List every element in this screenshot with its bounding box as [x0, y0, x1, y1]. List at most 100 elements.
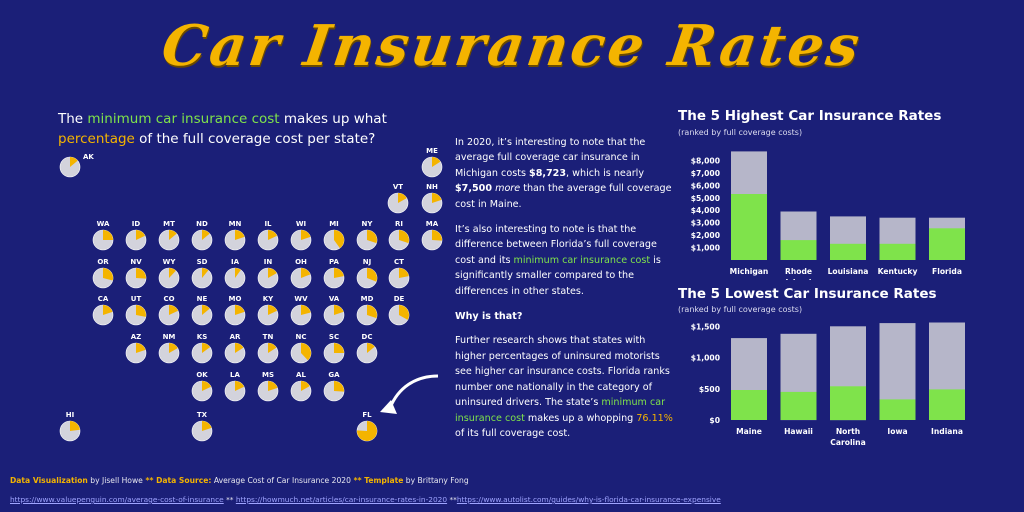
- pie-slice-min-cost: [136, 305, 146, 317]
- bar-min-coverage: [879, 243, 916, 260]
- bar-min-coverage: [830, 386, 866, 421]
- pie-slice-min-cost: [399, 230, 409, 244]
- source-link-autolist[interactable]: https://www.autolist.com/guides/why-is-f…: [456, 495, 721, 504]
- pie-slice-min-cost: [268, 381, 278, 391]
- state-label: VA: [329, 295, 340, 303]
- pie-slice-min-cost: [334, 381, 344, 392]
- state-pie-vt: VT: [387, 183, 409, 214]
- state-pie-or: OR: [92, 258, 114, 289]
- state-pie-al: AL: [290, 371, 312, 402]
- x-category-label: North: [836, 427, 860, 436]
- low-chart-title: The 5 Lowest Car Insurance Rates: [678, 286, 937, 302]
- state-label: MD: [361, 295, 374, 303]
- state-label: ND: [196, 220, 208, 228]
- state-label: GA: [328, 371, 340, 379]
- pie-slice-min-cost: [432, 157, 441, 167]
- pie-slice-min-cost: [268, 230, 278, 240]
- question-highlight-percentage: percentage: [58, 131, 135, 147]
- highest-rates-bar-chart: $8,000 $7,000 $6,000 $5,000 $4,000 $3,000 $2,0…: [691, 151, 965, 280]
- pie-slice-min-cost: [432, 230, 442, 241]
- state-label: MA: [426, 220, 439, 228]
- pie-slice-min-cost: [235, 381, 245, 391]
- state-pie-ny: NY: [356, 220, 378, 251]
- state-pie-ca: CA: [92, 295, 114, 326]
- florida-arrow-icon: [380, 374, 439, 414]
- state-pie-ri: RI: [388, 220, 410, 251]
- x-category-label: Indiana: [931, 427, 963, 436]
- pie-slice-min-cost: [202, 381, 212, 391]
- x-category-label: Louisiana: [828, 267, 869, 276]
- state-pie-ut: UT: [125, 295, 147, 326]
- state-label: KY: [263, 295, 274, 303]
- bar-min-coverage: [929, 389, 965, 420]
- map-question: The minimum car insurance cost makes up …: [58, 109, 448, 149]
- pie-slice-min-cost: [202, 268, 209, 278]
- pie-slice-min-cost: [367, 268, 378, 282]
- state-pie-nh: NH: [421, 183, 443, 214]
- pie-slice-min-cost: [357, 421, 378, 442]
- state-pie-nd: ND: [191, 220, 213, 251]
- state-pie-mt: MT: [158, 220, 180, 251]
- y-tick-label: $5,000: [691, 194, 720, 203]
- bar-min-coverage: [830, 243, 866, 260]
- pie-slice-min-cost: [103, 268, 114, 281]
- state-label: DE: [394, 295, 405, 303]
- state-label: HI: [66, 411, 74, 419]
- story-text: In 2020, it’s interesting to note that t…: [455, 135, 677, 451]
- state-label: IN: [264, 258, 273, 266]
- pie-slice-min-cost: [334, 343, 344, 353]
- pie-slice-min-cost: [169, 268, 176, 278]
- x-category-label: Michigan: [730, 267, 769, 276]
- pie-slice-min-cost: [70, 157, 78, 167]
- high-chart-subtitle: (ranked by full coverage costs): [678, 128, 803, 137]
- pie-slice-min-cost: [301, 381, 310, 391]
- pie-slice-min-cost: [235, 230, 245, 240]
- pie-slice-min-cost: [301, 268, 311, 278]
- state-pie-ak: AK: [59, 153, 94, 178]
- state-label: AK: [83, 153, 94, 161]
- state-pie-tn: TN: [257, 333, 279, 364]
- state-pie-il: IL: [257, 220, 279, 251]
- pie-slice-min-cost: [169, 305, 179, 315]
- pie-slice-min-cost: [334, 230, 345, 249]
- state-label: OK: [196, 371, 208, 379]
- state-pie-wv: WV: [290, 295, 312, 326]
- x-category-label: Hawaii: [784, 427, 813, 436]
- source-link-howmuch[interactable]: https://howmuch.net/articles/car-insuran…: [235, 495, 448, 504]
- state-label: CT: [394, 258, 404, 266]
- pie-slice-min-cost: [301, 230, 311, 240]
- state-label: CA: [98, 295, 109, 303]
- pie-slice-min-cost: [301, 305, 311, 315]
- state-label: TX: [197, 411, 208, 419]
- state-pie-mi: MI: [323, 220, 345, 251]
- state-label: MI: [329, 220, 339, 228]
- state-pie-md: MD: [356, 295, 378, 326]
- state-label: MN: [229, 220, 242, 228]
- y-tick-label: $1,000: [691, 354, 720, 363]
- pie-slice-min-cost: [367, 343, 375, 353]
- x-category-label: Rhode: [785, 267, 812, 276]
- pie-slice-min-cost: [301, 343, 312, 361]
- state-pie-nj: NJ: [356, 258, 378, 289]
- state-pie-ma: MA: [421, 220, 443, 251]
- state-label: RI: [395, 220, 403, 228]
- state-label: AL: [296, 371, 306, 379]
- x-category-label: Carolina: [830, 438, 865, 447]
- question-text: of the full coverage cost per state?: [134, 131, 376, 147]
- state-pie-map: AK ME VT NH WA ID MT ND MN IL WI MI NY RI MA OR NV WY SD IA…: [59, 147, 443, 442]
- story-paragraph-1: In 2020, it’s interesting to note that t…: [455, 137, 672, 210]
- y-tick-label: $1,000: [691, 244, 720, 253]
- state-pie-ar: AR: [224, 333, 246, 364]
- pie-slice-min-cost: [268, 305, 278, 315]
- source-link-valuepenguin[interactable]: https://www.valuepenguin.com/average-cos…: [10, 495, 224, 504]
- y-tick-label: $8,000: [691, 156, 720, 165]
- state-label: KS: [197, 333, 207, 341]
- question-text: The: [58, 111, 88, 127]
- state-label: WI: [296, 220, 306, 228]
- state-label: IA: [231, 258, 240, 266]
- y-tick-label: $2,000: [691, 231, 720, 240]
- state-label: MO: [229, 295, 242, 303]
- state-pie-mo: MO: [224, 295, 246, 326]
- state-pie-wa: WA: [92, 220, 114, 251]
